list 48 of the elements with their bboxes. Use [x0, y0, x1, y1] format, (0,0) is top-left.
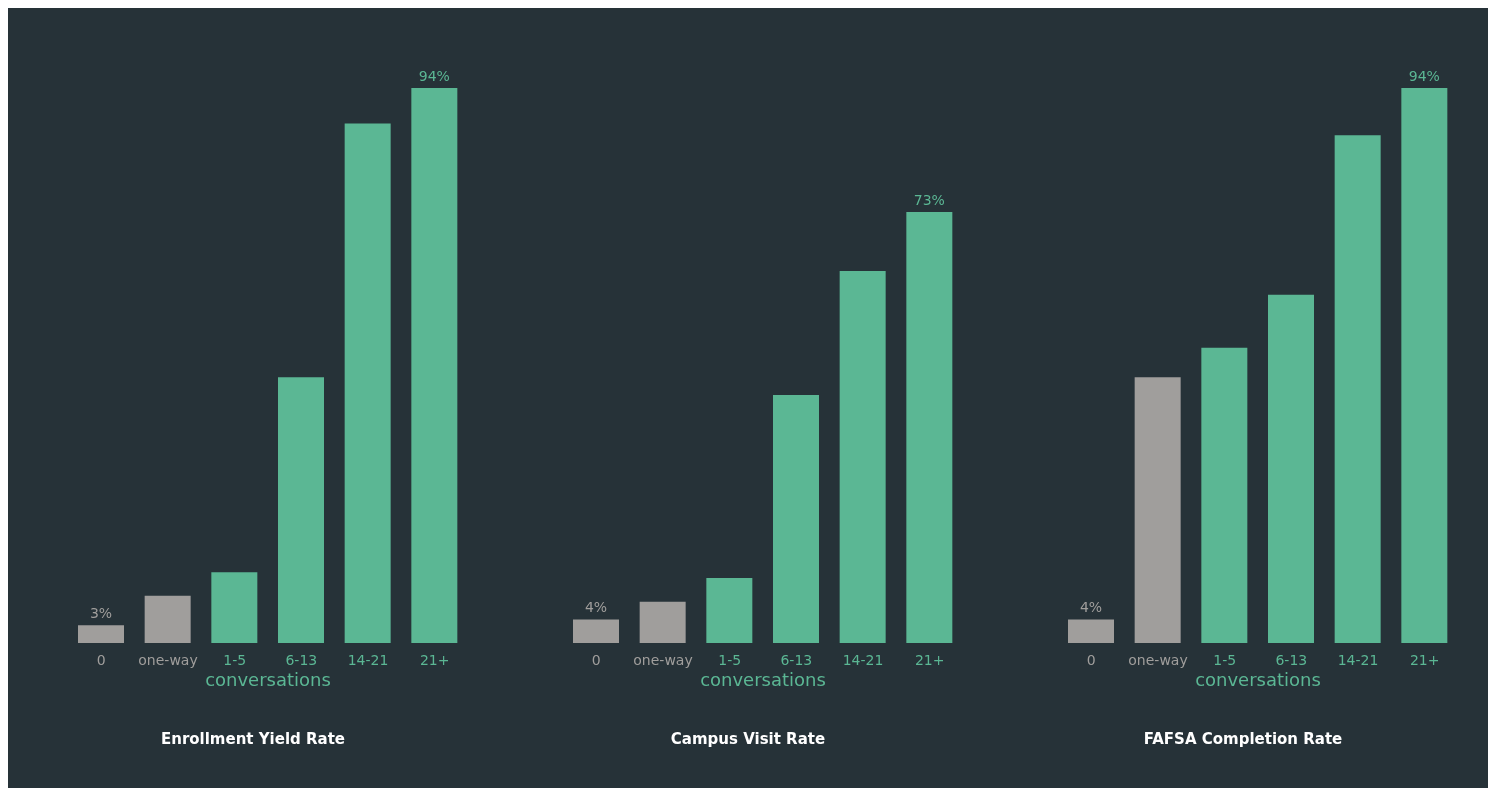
data-label: 94% [1408, 68, 1440, 84]
x-tick-label: 0 [96, 652, 106, 668]
x-tick-label: 14-21 [842, 652, 884, 668]
data-label: 4% [1079, 599, 1103, 616]
x-axis-title: conversations [700, 669, 826, 690]
bar [344, 123, 391, 643]
x-tick-label: one-way [138, 652, 198, 668]
data-label: 73% [913, 191, 945, 208]
text: Campus Visit Rate [670, 730, 826, 748]
text: Enrollment Yield Rate [160, 730, 346, 748]
x-tick-label: 1-5 [1213, 652, 1237, 668]
bar [1134, 377, 1181, 643]
bar [1268, 294, 1314, 643]
bar [773, 395, 819, 643]
x-tick-label: 1-5 [223, 652, 247, 668]
bar [211, 572, 258, 643]
bar [1334, 135, 1381, 643]
x-tick-label: 0 [1086, 652, 1096, 668]
bar [906, 211, 953, 643]
data-label: 4% [584, 599, 608, 616]
x-tick-label: 14-21 [347, 652, 389, 668]
x-tick-label: 1-5 [718, 652, 742, 668]
bar [706, 578, 753, 643]
x-tick-label: 6-13 [1275, 652, 1308, 668]
bar [1201, 347, 1248, 643]
x-tick-label: 14-21 [1337, 652, 1379, 668]
x-tick-label: 6-13 [780, 652, 813, 668]
data-label: 3% [89, 605, 113, 622]
x-axis-title: conversations [1195, 669, 1321, 690]
x-tick-label: 6-13 [285, 652, 318, 668]
x-axis-title: conversations [205, 669, 331, 690]
bar [573, 619, 619, 643]
bar [639, 601, 686, 643]
bar [1068, 619, 1114, 643]
x-tick-label: one-way [633, 652, 693, 668]
bar [1401, 88, 1448, 643]
bar [144, 595, 191, 643]
bar [839, 271, 886, 643]
x-tick-label: 21+ [1409, 652, 1440, 668]
data-label: 94% [418, 68, 450, 84]
bar [411, 88, 458, 643]
text: FAFSA Completion Rate [1143, 730, 1343, 748]
x-tick-label: 21+ [914, 652, 945, 668]
x-tick-label: one-way [1128, 652, 1188, 668]
x-tick-label: 21+ [419, 652, 450, 668]
bar [78, 625, 124, 643]
bar [278, 377, 324, 643]
x-tick-label: 0 [591, 652, 601, 668]
